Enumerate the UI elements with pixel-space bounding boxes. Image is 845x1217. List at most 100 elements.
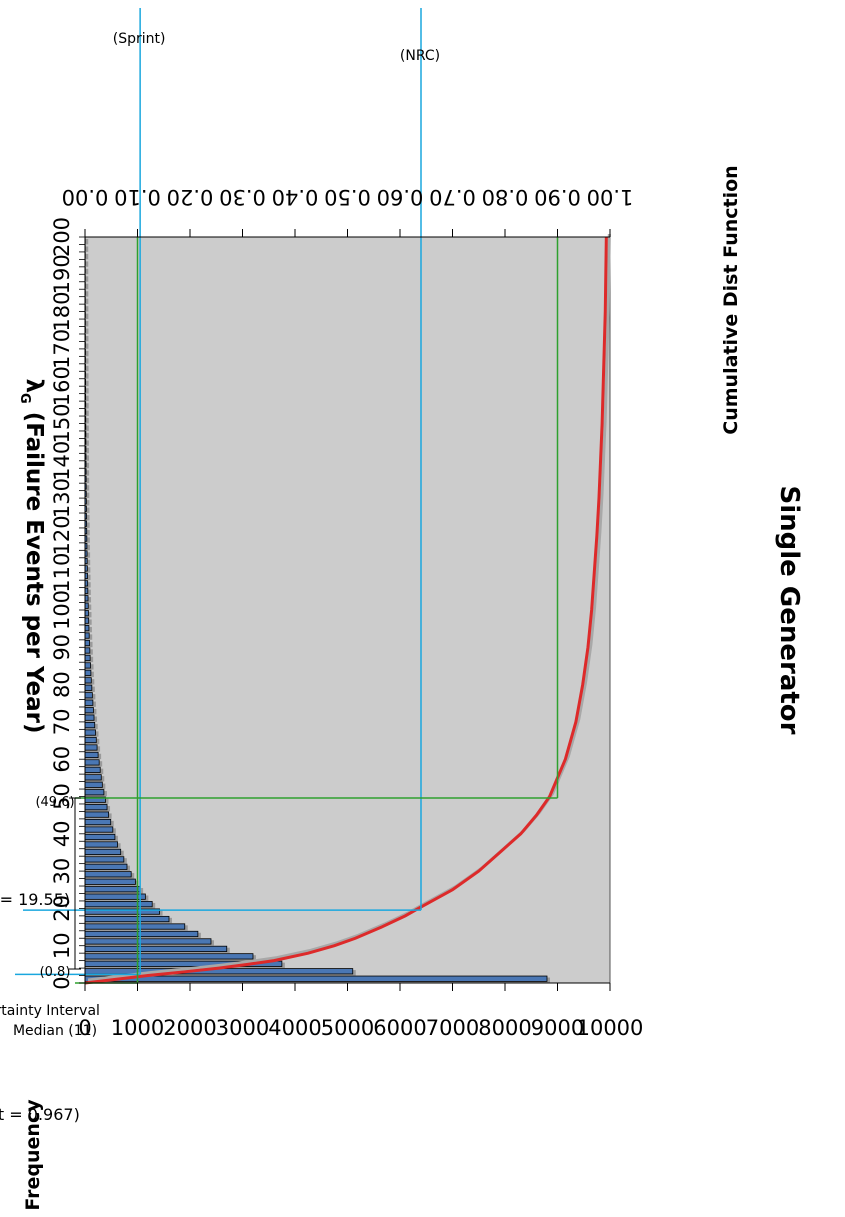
bar <box>84 953 254 960</box>
bar <box>84 893 146 900</box>
sprint-bottom-label: (Sprint = 0.967) <box>0 1105 80 1124</box>
bar <box>84 677 92 684</box>
y-left-tick-label: 1000 <box>111 1016 164 1040</box>
bar <box>84 625 90 632</box>
rotated-chart: (NRC) (NRC= 19.55) (Sprint) (0.8) (49.6) (Spr… <box>0 8 804 1211</box>
bar <box>84 662 91 669</box>
bar-shadow <box>85 268 89 275</box>
bar <box>84 610 89 617</box>
bar <box>84 878 136 885</box>
y-right-tick-label: 0.30 <box>219 185 266 209</box>
bar <box>84 647 91 654</box>
y-right-tick-label: 0.90 <box>534 185 581 209</box>
bar <box>84 684 93 691</box>
x-tick-label: 190 <box>50 254 74 294</box>
y-left-label: Frequency <box>22 1099 44 1211</box>
x-tick-label: 20 <box>50 895 74 922</box>
y-left-tick-label: 8000 <box>478 1016 531 1040</box>
chart-title: Single Generator <box>774 486 804 735</box>
bar <box>84 863 128 870</box>
bar <box>84 654 91 662</box>
plot-background <box>84 236 611 984</box>
median-label: Median (11) <box>13 1023 97 1039</box>
bar <box>84 938 212 945</box>
bar <box>84 901 153 908</box>
x-axis-label: λG (Failure Events per Year) <box>17 378 47 733</box>
bar <box>84 639 90 647</box>
bar <box>84 736 97 744</box>
bar <box>84 818 112 826</box>
y-left-tick-label: 0 <box>78 1016 91 1040</box>
y-left-tick-label: 4000 <box>268 1016 321 1040</box>
x-tick-label: 60 <box>50 746 74 773</box>
y-left-tick-label: 3000 <box>216 1016 269 1040</box>
bar-shadow <box>85 261 89 267</box>
bar <box>84 766 101 773</box>
y-axis-right: 0.00 0.10 0.20 0.30 0.40 0.50 0.60 0.70 0.80 0.90… <box>62 185 634 238</box>
y-right-tick-label: 0.00 <box>62 185 109 209</box>
x-tick-label: 130 <box>50 478 74 518</box>
bar-shadow <box>84 306 89 312</box>
bar <box>84 714 95 721</box>
y-axis-left: 0 1000 2000 3000 4000 5000 6000 7000 8000 9000100… <box>78 982 644 1040</box>
x-axis: 0 10 20 30 40 50 60 70 80 90 100110120130140150160… <box>50 217 86 990</box>
x-tick-label: 200 <box>50 217 74 257</box>
y-right-tick-label: 1.00 <box>587 185 634 209</box>
bar <box>84 617 90 624</box>
y-left-tick-label: 10000 <box>577 1016 644 1040</box>
y-left-tick-label: 5000 <box>321 1016 374 1040</box>
bar-shadow <box>84 313 89 319</box>
bar-shadow <box>84 328 89 334</box>
bar <box>84 632 90 639</box>
y-left-tick-label: 9000 <box>531 1016 584 1040</box>
bar <box>84 915 170 923</box>
y-right-tick-label: 0.10 <box>114 185 161 209</box>
bar <box>84 729 96 736</box>
x-tick-label: 110 <box>50 553 74 593</box>
x-tick-label: 140 <box>50 441 74 481</box>
bar-shadow <box>84 321 89 327</box>
bar <box>84 975 548 982</box>
x-tick-label: 40 <box>50 820 74 847</box>
bar-shadow <box>84 335 89 342</box>
x-tick-label: 0 <box>50 976 74 989</box>
interval-high-label: (49.6) <box>35 795 74 810</box>
bar <box>84 669 92 676</box>
bar-shadow <box>85 283 89 290</box>
x-tick-label: 170 <box>50 329 74 369</box>
bar <box>84 848 122 855</box>
bar <box>84 781 103 788</box>
uncertainty-interval-label: Uncertainty Interval <box>0 1003 100 1019</box>
bar <box>84 804 108 811</box>
y-right-tick-label: 0.40 <box>272 185 319 209</box>
y-right-label: Cumulative Dist Function <box>720 165 742 434</box>
bar <box>84 774 102 781</box>
x-axis-lambda: λ <box>21 378 47 393</box>
x-tick-label: 160 <box>50 366 74 406</box>
x-axis-subscript: G <box>17 393 32 404</box>
bar <box>84 841 118 848</box>
y-right-tick-label: 0.50 <box>324 185 371 209</box>
bar-shadow <box>85 276 89 282</box>
bar <box>84 923 186 930</box>
y-left-tick-label: 6000 <box>373 1016 426 1040</box>
y-right-tick-label: 0.20 <box>167 185 214 209</box>
bar-shadow <box>85 246 89 252</box>
bar <box>84 744 98 751</box>
x-tick-label: 30 <box>50 858 74 885</box>
bar-shadow <box>84 343 89 349</box>
x-tick-label: 10 <box>50 932 74 959</box>
bar <box>84 930 199 938</box>
bar <box>84 826 114 833</box>
bar-shadow <box>85 291 89 297</box>
bar <box>84 789 105 796</box>
y-left-tick-label: 7000 <box>426 1016 479 1040</box>
x-tick-label: 120 <box>50 515 74 555</box>
y-right-tick-label: 0.70 <box>429 185 476 209</box>
bar <box>84 722 96 729</box>
nrc-top-label: (NRC) <box>400 48 440 64</box>
bar <box>84 856 125 863</box>
bar <box>84 886 141 893</box>
bar-shadow <box>85 239 89 245</box>
